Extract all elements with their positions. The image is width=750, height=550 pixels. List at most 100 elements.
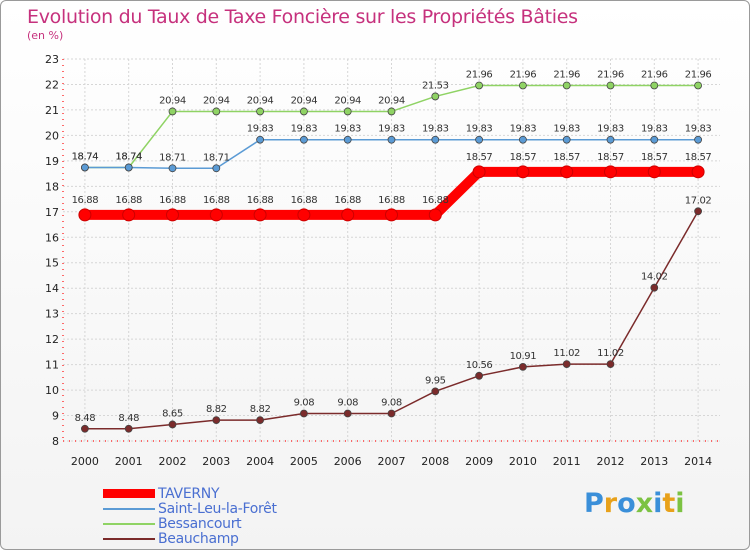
axes: 8 9 10 11 12 13 14 15 16 17 18 19 20 21 22 23 2000 2001 20… [45, 53, 720, 468]
legend: TAVERNY Saint-Leu-la-Forêt Bessancourt B… [103, 486, 277, 547]
y-tick-label: 16 [45, 231, 59, 244]
data-labels: 16.88 16.88 16.88 16.88 16.88 16.88 16.88 16.88… [72, 69, 712, 423]
legend-label-beauchamp: Beauchamp [158, 530, 239, 547]
data-label: 8.48 [118, 413, 139, 424]
data-point [122, 208, 136, 222]
data-label: 16.88 [247, 195, 274, 206]
data-label: 18.57 [641, 152, 668, 163]
data-point [297, 208, 311, 222]
legend-label-bessancourt: Bessancourt [158, 515, 242, 532]
data-label: 18.71 [203, 152, 230, 163]
data-label: 19.83 [597, 124, 624, 135]
data-point [168, 164, 177, 173]
legend-item-taverny: TAVERNY [103, 486, 277, 502]
data-label: 18.71 [159, 152, 186, 163]
data-point [343, 409, 352, 418]
x-tick-label: 2012 [597, 455, 625, 468]
data-label: 19.83 [553, 124, 580, 135]
data-label: 19.83 [247, 124, 274, 135]
brand-letter: t [662, 488, 676, 519]
data-point [606, 135, 615, 144]
brand-letter: P [584, 488, 604, 519]
data-label: 19.83 [334, 124, 361, 135]
data-label: 9.08 [381, 397, 402, 408]
data-point [168, 420, 177, 429]
x-tick-label: 2009 [465, 455, 493, 468]
data-label: 16.88 [378, 195, 405, 206]
data-point [560, 165, 574, 179]
data-point [650, 81, 659, 90]
data-point [343, 135, 352, 144]
data-point [299, 107, 308, 116]
y-tick-label: 8 [52, 435, 59, 448]
legend-swatch-beauchamp [103, 537, 155, 540]
data-label: 20.94 [291, 95, 318, 106]
data-point [343, 107, 352, 116]
data-label: 10.91 [510, 351, 537, 362]
data-point [691, 165, 705, 179]
data-label: 19.83 [685, 124, 712, 135]
legend-swatch-taverny [103, 489, 155, 498]
data-point [431, 135, 440, 144]
data-point [81, 163, 89, 172]
data-point [124, 163, 133, 172]
data-label: 18.74 [72, 151, 99, 162]
data-point [475, 135, 484, 144]
data-label: 18.57 [510, 152, 537, 163]
y-tick-label: 23 [45, 53, 59, 66]
data-point [650, 135, 659, 144]
data-label: 21.96 [685, 69, 712, 80]
data-point [387, 107, 396, 116]
data-point [475, 81, 484, 90]
data-point [431, 92, 440, 101]
data-label: 16.88 [159, 195, 186, 206]
data-label: 19.83 [422, 124, 449, 135]
data-point [253, 208, 267, 222]
data-label: 16.88 [422, 195, 449, 206]
brand-letter: r [603, 488, 618, 519]
data-point [606, 81, 615, 90]
y-tick-label: 20 [45, 129, 59, 142]
data-label: 9.95 [425, 375, 446, 386]
y-tick-label: 11 [45, 359, 59, 372]
x-tick-label: 2013 [640, 455, 668, 468]
y-tick-label: 19 [45, 155, 59, 168]
data-point [387, 409, 396, 418]
data-label: 10.56 [466, 360, 493, 371]
data-label: 19.83 [466, 124, 493, 135]
data-point [124, 424, 133, 433]
x-tick-label: 2006 [334, 455, 362, 468]
data-point [168, 107, 177, 116]
y-tick-label: 10 [45, 384, 59, 397]
chart-title: Evolution du Taux de Taxe Foncière sur l… [27, 6, 578, 28]
y-tick-label: 21 [45, 104, 59, 117]
data-label: 8.82 [250, 404, 271, 415]
data-point [212, 164, 221, 173]
data-point [256, 107, 265, 116]
data-label: 16.88 [72, 195, 99, 206]
data-label: 18.74 [115, 151, 142, 162]
y-tick-label: 12 [45, 333, 59, 346]
x-tick-label: 2003 [202, 455, 230, 468]
data-label: 20.94 [247, 95, 274, 106]
data-label: 9.08 [294, 397, 315, 408]
brand-logo: Proxiti [584, 488, 685, 519]
x-tick-label: 2002 [159, 455, 187, 468]
data-label: 21.96 [641, 69, 668, 80]
data-label: 11.02 [597, 348, 624, 359]
brand-letter: o [617, 488, 636, 519]
data-point [606, 360, 615, 368]
data-point [472, 165, 486, 179]
y-tick-label: 9 [52, 410, 59, 423]
grid [63, 58, 720, 442]
y-tick-label: 22 [45, 78, 59, 91]
data-label: 16.88 [291, 195, 318, 206]
data-label: 19.83 [641, 124, 668, 135]
x-tick-label: 2011 [553, 455, 581, 468]
data-label: 21.96 [510, 69, 537, 80]
data-label: 20.94 [203, 95, 230, 106]
data-point [256, 135, 265, 144]
legend-item-beauchamp: Beauchamp [103, 530, 277, 547]
